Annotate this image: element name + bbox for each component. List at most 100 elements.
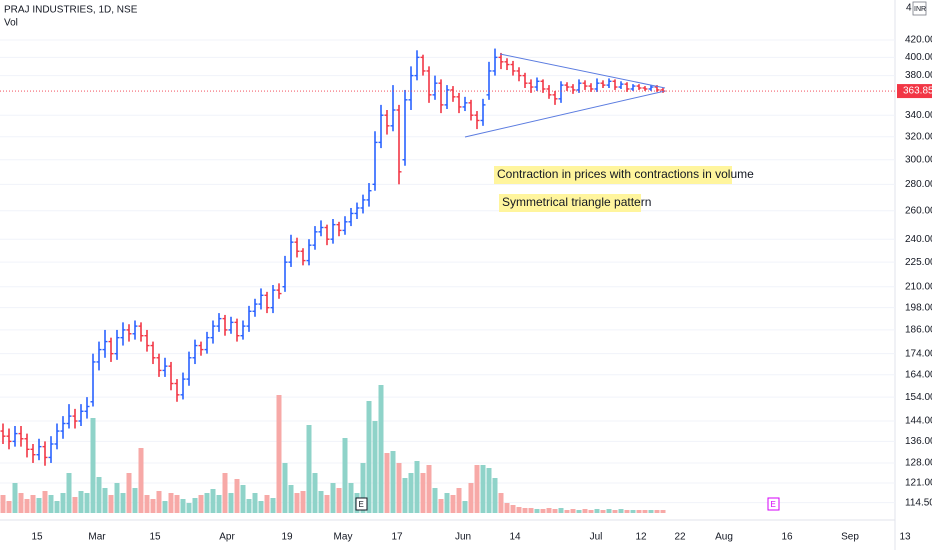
x-tick-label: Sep xyxy=(841,532,859,543)
y-tick-label: 340.00 xyxy=(905,110,932,121)
price-bars xyxy=(0,48,666,466)
volume-bar xyxy=(42,491,48,513)
volume-bar xyxy=(0,495,6,513)
volume-bar xyxy=(240,485,246,513)
volume-bar xyxy=(204,493,210,513)
volume-bar xyxy=(282,463,288,513)
volume-bars xyxy=(0,385,666,513)
currency-badge: 4 xyxy=(906,3,912,14)
volume-bar xyxy=(90,418,96,513)
volume-bar xyxy=(288,485,294,513)
x-tick-label: Mar xyxy=(88,532,106,543)
volume-bar xyxy=(60,493,66,513)
volume-bar xyxy=(642,510,648,513)
chart-title: PRAJ INDUSTRIES, 1D, NSE xyxy=(4,5,138,16)
event-label: E xyxy=(771,500,776,509)
x-tick-label: Jul xyxy=(590,532,603,543)
y-tick-label: 225.00 xyxy=(905,257,932,268)
x-tick-label: 15 xyxy=(149,532,161,543)
y-tick-label: 144.00 xyxy=(905,416,932,427)
volume-bar xyxy=(144,495,150,513)
volume-bar xyxy=(474,465,480,513)
volume-bar xyxy=(174,495,180,513)
volume-bar xyxy=(390,451,396,513)
volume-bar xyxy=(114,483,120,513)
volume-bar xyxy=(396,463,402,513)
volume-bar xyxy=(198,495,204,513)
volume-bar xyxy=(168,493,174,513)
volume-bar xyxy=(444,493,450,513)
volume-bar xyxy=(480,465,486,513)
volume-bar xyxy=(336,488,342,513)
volume-bar xyxy=(312,473,318,513)
y-tick-label: 186.00 xyxy=(905,325,932,336)
volume-bar xyxy=(414,461,420,513)
volume-bar xyxy=(384,453,390,513)
y-tick-label: 121.00 xyxy=(905,478,932,489)
volume-bar xyxy=(408,473,414,513)
volume-bar xyxy=(540,509,546,513)
volume-bar xyxy=(318,491,324,513)
volume-bar xyxy=(132,488,138,513)
volume-bar xyxy=(276,395,282,513)
x-tick-label: 13 xyxy=(899,532,911,543)
volume-bar xyxy=(402,478,408,513)
x-tick-label: 14 xyxy=(509,532,521,543)
volume-bar xyxy=(30,495,36,513)
volume-bar xyxy=(522,508,528,513)
volume-bar xyxy=(660,510,666,513)
volume-bar xyxy=(6,501,12,513)
y-tick-label: 280.00 xyxy=(905,179,932,190)
x-tick-label: Jun xyxy=(455,532,471,543)
annotation: Symmetrical triangle pattern xyxy=(502,195,651,209)
x-tick-label: 17 xyxy=(391,532,403,543)
volume-bar xyxy=(582,509,588,513)
annotation: Contraction in prices with contractions … xyxy=(497,167,754,181)
grid xyxy=(0,39,895,504)
volume-bar xyxy=(534,509,540,513)
volume-bar xyxy=(564,510,570,513)
last-price-label: 363.85 xyxy=(903,86,932,97)
y-tick-label: 380.00 xyxy=(905,70,932,81)
y-tick-label: 240.00 xyxy=(905,234,932,245)
volume-bar xyxy=(300,491,306,513)
volume-bar xyxy=(306,425,312,513)
volume-bar xyxy=(450,495,456,513)
volume-bar xyxy=(150,499,156,513)
y-tick-label: 114.50 xyxy=(905,497,932,508)
volume-bar xyxy=(510,505,516,513)
volume-bar xyxy=(162,501,168,513)
volume-bar xyxy=(624,510,630,513)
volume-bar xyxy=(324,495,330,513)
volume-bar xyxy=(222,473,228,513)
volume-bar xyxy=(546,508,552,513)
volume-bar xyxy=(264,495,270,513)
volume-bar xyxy=(420,473,426,513)
triangle-upper-line xyxy=(499,53,666,89)
volume-bar xyxy=(378,385,384,513)
x-tick-label: May xyxy=(334,532,353,543)
x-tick-label: 19 xyxy=(281,532,293,543)
volume-bar xyxy=(78,491,84,513)
volume-bar xyxy=(330,483,336,513)
volume-bar xyxy=(600,510,606,513)
y-tick-label: 320.00 xyxy=(905,131,932,142)
annotation-box xyxy=(499,194,641,212)
y-tick-label: 154.00 xyxy=(905,392,932,403)
volume-bar xyxy=(246,499,252,513)
volume-bar xyxy=(594,509,600,513)
volume-bar xyxy=(636,510,642,513)
y-tick-label: 198.00 xyxy=(905,302,932,313)
y-tick-label: 300.00 xyxy=(905,154,932,165)
volume-bar xyxy=(84,493,90,513)
volume-bar xyxy=(648,510,654,513)
currency-box xyxy=(912,1,927,16)
volume-bar xyxy=(462,501,468,513)
volume-bar xyxy=(270,498,276,513)
volume-bar xyxy=(108,495,114,513)
volume-bar xyxy=(192,498,198,513)
volume-bar xyxy=(612,510,618,513)
volume-bar xyxy=(210,489,216,513)
volume-bar xyxy=(492,478,498,513)
